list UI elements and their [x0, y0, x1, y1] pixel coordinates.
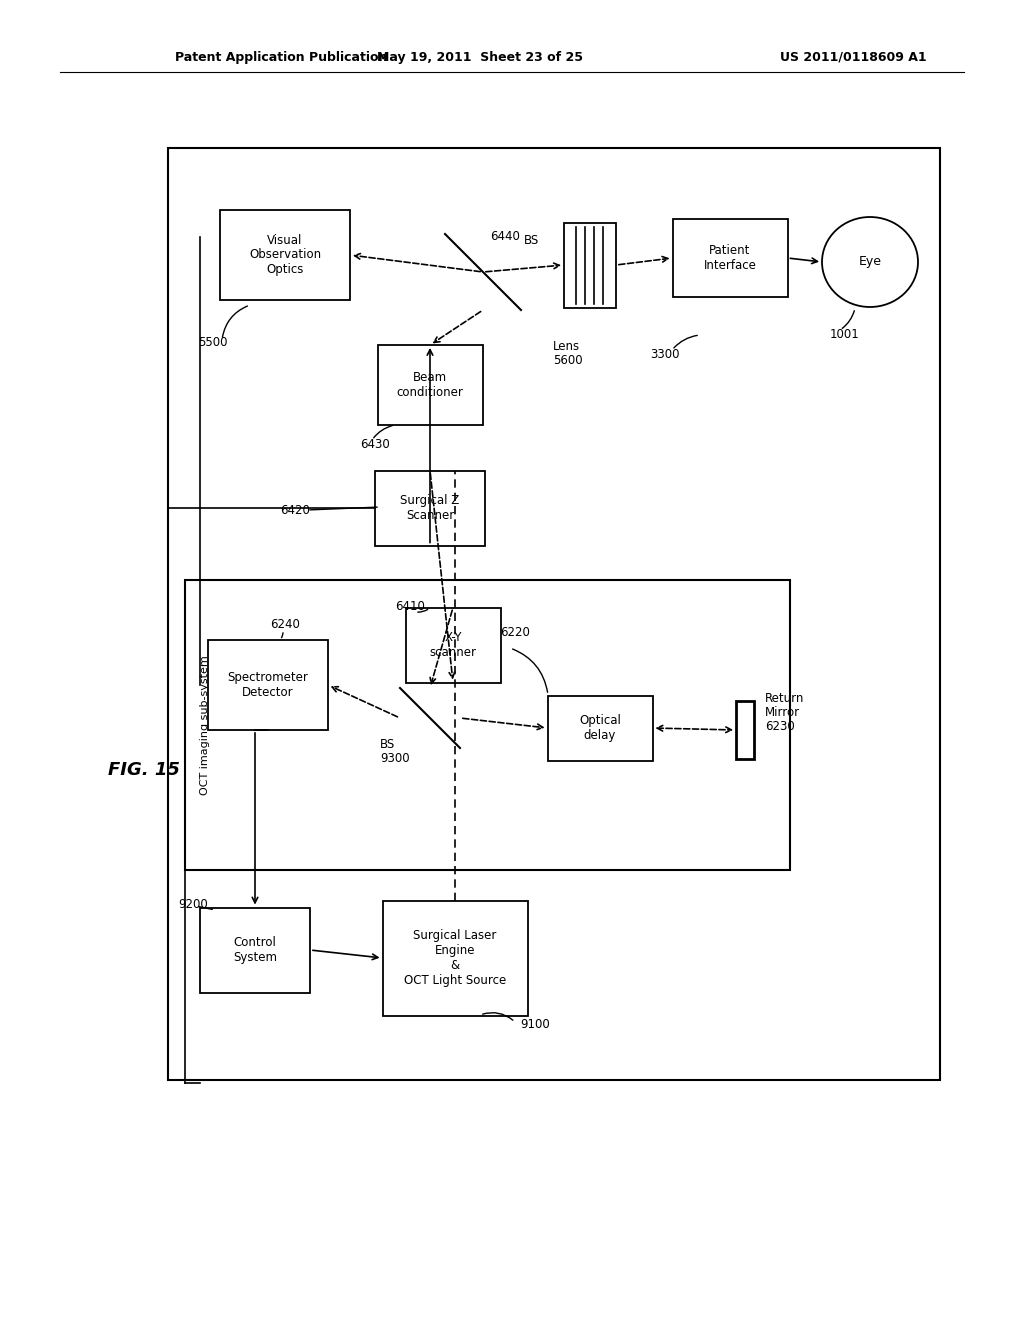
Text: 3300: 3300	[650, 348, 680, 362]
Text: Surgical Laser
Engine
&
OCT Light Source: Surgical Laser Engine & OCT Light Source	[403, 929, 506, 987]
Bar	[673, 219, 787, 297]
Bar	[375, 470, 485, 545]
Text: X-Y
scanner: X-Y scanner	[429, 631, 476, 659]
Bar	[548, 696, 652, 760]
Text: Surgical Z
Scanner: Surgical Z Scanner	[400, 494, 460, 521]
Text: Visual
Observation
Optics: Visual Observation Optics	[249, 234, 322, 276]
Text: 1001: 1001	[830, 329, 860, 342]
Text: 6430: 6430	[360, 438, 390, 451]
Text: BS: BS	[380, 738, 395, 751]
Text: BS: BS	[524, 235, 540, 248]
Text: Spectrometer
Detector: Spectrometer Detector	[227, 671, 308, 700]
Text: Patent Application Publication: Patent Application Publication	[175, 50, 387, 63]
Ellipse shape	[822, 216, 918, 308]
Bar	[736, 701, 754, 759]
Text: OCT imaging sub-system: OCT imaging sub-system	[200, 655, 210, 795]
Bar	[378, 345, 482, 425]
Text: 6420: 6420	[280, 503, 310, 516]
Text: 6240: 6240	[270, 618, 300, 631]
Bar	[406, 607, 501, 682]
Text: 5600: 5600	[553, 354, 583, 367]
Text: 9200: 9200	[178, 899, 208, 912]
Text: Beam
conditioner: Beam conditioner	[396, 371, 464, 399]
Bar	[185, 579, 790, 870]
Text: May 19, 2011  Sheet 23 of 25: May 19, 2011 Sheet 23 of 25	[377, 50, 583, 63]
Text: Lens: Lens	[553, 341, 581, 354]
Text: 6230: 6230	[765, 719, 795, 733]
Bar	[383, 900, 527, 1015]
Text: 6440: 6440	[490, 231, 520, 243]
Bar	[564, 223, 616, 308]
Bar	[208, 640, 328, 730]
Text: Optical
delay: Optical delay	[579, 714, 621, 742]
Text: Control
System: Control System	[233, 936, 278, 964]
Text: Return: Return	[765, 692, 805, 705]
Text: Mirror: Mirror	[765, 705, 800, 718]
Text: 6410: 6410	[395, 601, 425, 614]
Text: Eye: Eye	[858, 256, 882, 268]
Bar	[200, 908, 310, 993]
Text: 9300: 9300	[380, 751, 410, 764]
Text: 6220: 6220	[500, 626, 529, 639]
Text: 5500: 5500	[198, 337, 227, 350]
Text: Patient
Interface: Patient Interface	[703, 244, 757, 272]
Text: FIG. 15: FIG. 15	[108, 762, 180, 779]
Bar	[168, 148, 940, 1080]
Bar	[220, 210, 350, 300]
Text: US 2011/0118609 A1: US 2011/0118609 A1	[780, 50, 927, 63]
Text: 9100: 9100	[520, 1019, 550, 1031]
